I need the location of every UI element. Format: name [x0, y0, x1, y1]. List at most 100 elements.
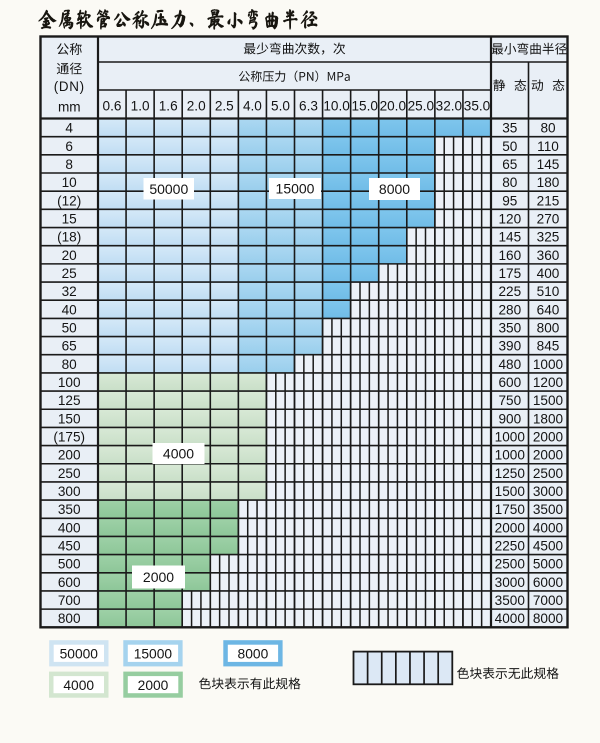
svg-text:32.0: 32.0: [436, 99, 463, 114]
svg-text:4000: 4000: [163, 446, 194, 462]
svg-text:110: 110: [537, 139, 559, 154]
svg-text:65: 65: [62, 339, 77, 354]
svg-text:175: 175: [498, 266, 521, 281]
svg-text:325: 325: [537, 230, 560, 245]
svg-text:2500: 2500: [495, 557, 526, 572]
svg-text:180: 180: [537, 175, 560, 190]
svg-text:10: 10: [62, 175, 78, 190]
svg-text:300: 300: [58, 484, 81, 499]
svg-text:450: 450: [58, 539, 81, 554]
svg-text:120: 120: [498, 211, 521, 226]
svg-text:35.0: 35.0: [464, 99, 491, 114]
svg-text:400: 400: [537, 266, 560, 281]
svg-text:15.0: 15.0: [351, 99, 378, 114]
svg-text:20: 20: [62, 248, 78, 263]
svg-text:4500: 4500: [533, 539, 564, 554]
svg-text:1.0: 1.0: [131, 99, 150, 114]
svg-text:390: 390: [498, 339, 521, 354]
svg-text:3500: 3500: [495, 593, 526, 608]
svg-text:400: 400: [58, 520, 81, 535]
svg-text:5.0: 5.0: [271, 99, 290, 114]
svg-text:800: 800: [58, 611, 81, 626]
svg-text:225: 225: [498, 284, 521, 299]
svg-text:270: 270: [537, 211, 560, 226]
svg-text:3000: 3000: [533, 484, 564, 499]
svg-text:65: 65: [502, 157, 517, 172]
svg-text:1000: 1000: [495, 448, 526, 463]
svg-text:1000: 1000: [495, 430, 526, 445]
svg-text:50: 50: [62, 321, 78, 336]
svg-text:510: 510: [537, 284, 560, 299]
svg-text:2.5: 2.5: [215, 99, 234, 114]
svg-text:6000: 6000: [533, 575, 564, 590]
svg-text:640: 640: [537, 302, 560, 317]
svg-text:700: 700: [58, 593, 81, 608]
svg-text:35: 35: [502, 121, 517, 136]
svg-text:50000: 50000: [60, 647, 99, 662]
svg-text:mm: mm: [58, 100, 81, 115]
svg-text:5000: 5000: [533, 557, 564, 572]
svg-text:7000: 7000: [533, 593, 564, 608]
svg-text:900: 900: [498, 411, 521, 426]
svg-text:20.0: 20.0: [380, 99, 407, 114]
svg-text:1.6: 1.6: [159, 99, 178, 114]
svg-text:800: 800: [537, 321, 560, 336]
svg-text:80: 80: [62, 357, 78, 372]
svg-text:3000: 3000: [495, 575, 526, 590]
svg-text:(12): (12): [57, 193, 81, 208]
svg-text:1250: 1250: [495, 466, 526, 481]
svg-text:600: 600: [58, 575, 81, 590]
svg-text:0.6: 0.6: [103, 99, 122, 114]
svg-text:215: 215: [537, 193, 560, 208]
svg-text:80: 80: [502, 175, 518, 190]
svg-text:845: 845: [537, 339, 560, 354]
svg-text:32: 32: [62, 284, 77, 299]
svg-text:480: 480: [498, 357, 521, 372]
svg-text:360: 360: [537, 248, 560, 263]
svg-text:4000: 4000: [533, 520, 564, 535]
svg-text:600: 600: [498, 375, 521, 390]
svg-text:145: 145: [498, 230, 521, 245]
svg-text:2000: 2000: [143, 569, 174, 585]
svg-text:2250: 2250: [495, 539, 526, 554]
svg-text:(175): (175): [53, 430, 85, 445]
svg-text:2.0: 2.0: [187, 99, 206, 114]
svg-text:1500: 1500: [495, 484, 526, 499]
svg-text:25.0: 25.0: [408, 99, 435, 114]
svg-text:8: 8: [65, 157, 73, 172]
svg-text:280: 280: [498, 302, 521, 317]
svg-text:2000: 2000: [138, 678, 169, 693]
svg-text:8000: 8000: [379, 181, 410, 197]
svg-text:40: 40: [62, 302, 78, 317]
svg-text:4.0: 4.0: [243, 99, 262, 114]
svg-text:145: 145: [537, 157, 560, 172]
svg-text:350: 350: [498, 321, 521, 336]
svg-text:200: 200: [58, 448, 81, 463]
svg-text:1500: 1500: [533, 393, 564, 408]
svg-text:95: 95: [502, 193, 517, 208]
svg-text:1000: 1000: [533, 357, 564, 372]
svg-text:(DN): (DN): [54, 79, 85, 94]
svg-text:15: 15: [62, 211, 77, 226]
svg-text:4: 4: [65, 121, 73, 136]
svg-text:80: 80: [540, 121, 556, 136]
svg-text:4000: 4000: [63, 678, 94, 693]
svg-text:1750: 1750: [495, 502, 526, 517]
svg-text:750: 750: [498, 393, 521, 408]
svg-text:1800: 1800: [533, 411, 564, 426]
svg-text:2500: 2500: [533, 466, 564, 481]
svg-text:2000: 2000: [533, 448, 564, 463]
svg-text:15000: 15000: [276, 181, 315, 197]
svg-text:2000: 2000: [495, 520, 526, 535]
svg-text:100: 100: [58, 375, 81, 390]
svg-text:160: 160: [498, 248, 521, 263]
svg-text:125: 125: [58, 393, 81, 408]
svg-text:50: 50: [502, 139, 518, 154]
svg-text:3500: 3500: [533, 502, 564, 517]
svg-text:150: 150: [58, 411, 81, 426]
svg-text:350: 350: [58, 502, 81, 517]
svg-text:6: 6: [65, 139, 73, 154]
svg-text:(18): (18): [57, 230, 81, 245]
svg-text:4000: 4000: [495, 611, 526, 626]
svg-text:50000: 50000: [149, 181, 188, 197]
